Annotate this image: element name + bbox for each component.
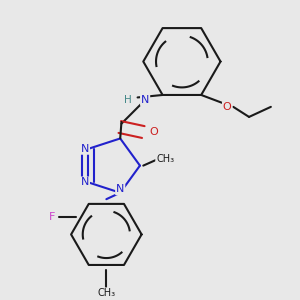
- Text: H: H: [124, 95, 131, 105]
- Text: N: N: [116, 184, 124, 194]
- Text: CH₃: CH₃: [156, 154, 174, 164]
- Text: N: N: [81, 177, 89, 188]
- Text: O: O: [149, 127, 158, 137]
- Text: N: N: [141, 95, 149, 105]
- Text: N: N: [81, 144, 89, 154]
- Text: O: O: [223, 102, 232, 112]
- Text: CH₃: CH₃: [97, 288, 116, 298]
- Text: F: F: [49, 212, 56, 222]
